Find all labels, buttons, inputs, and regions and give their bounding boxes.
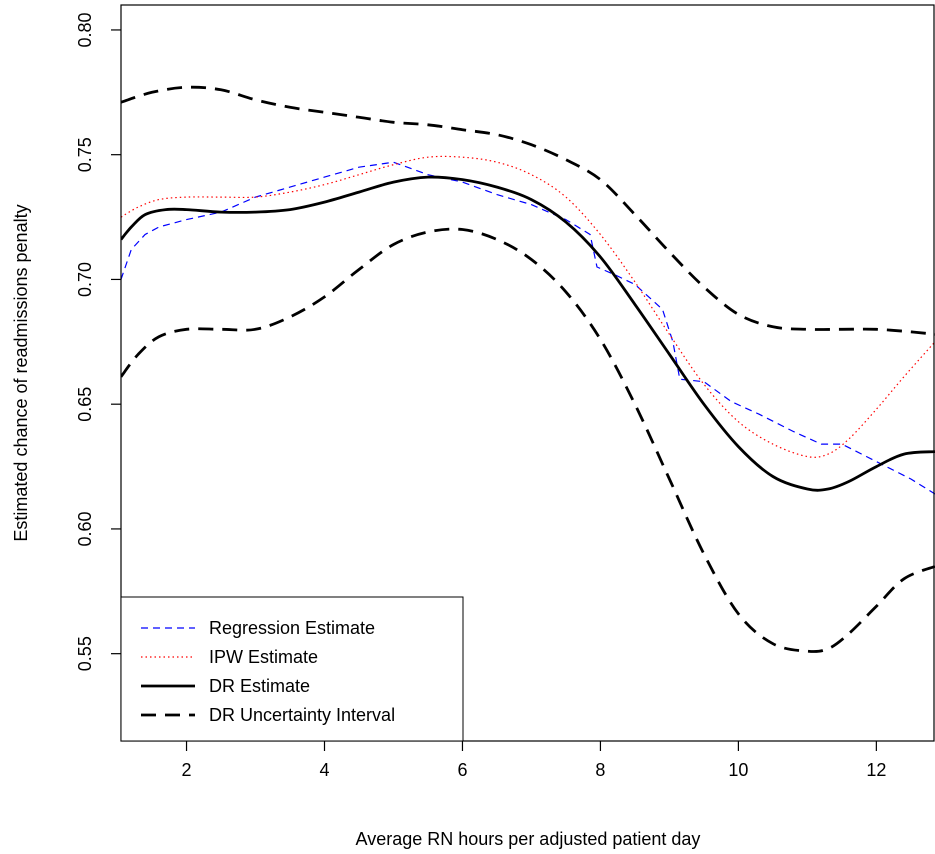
series-line-3 (121, 85, 935, 336)
legend-label: IPW Estimate (209, 647, 318, 667)
plot-lines (121, 85, 935, 653)
plot-frame (120, 4, 935, 742)
y-tick-label: 0.55 (75, 636, 95, 671)
y-tick-label: 0.60 (75, 511, 95, 546)
y-axis: 0.55 0.60 0.65 0.70 0.75 0.80 (75, 12, 121, 671)
x-tick-label: 4 (319, 760, 329, 780)
x-axis: 2 4 6 8 10 12 (182, 741, 886, 780)
y-tick-label: 0.75 (75, 137, 95, 172)
series-line-0 (121, 161, 935, 495)
x-tick-label: 8 (595, 760, 605, 780)
y-tick-label: 0.80 (75, 12, 95, 47)
x-tick-label: 6 (457, 760, 467, 780)
series-line-2 (121, 175, 935, 492)
x-tick-label: 2 (182, 760, 192, 780)
x-axis-label: Average RN hours per adjusted patient da… (356, 829, 701, 849)
y-axis-label: Estimated chance of readmissions penalty (11, 204, 31, 541)
legend-box (120, 596, 464, 742)
series-line-4 (121, 227, 935, 653)
y-tick-label: 0.70 (75, 262, 95, 297)
x-tick-label: 10 (728, 760, 748, 780)
legend-label: Regression Estimate (209, 618, 375, 638)
legend: Regression Estimate IPW Estimate DR Estima… (120, 596, 464, 742)
legend-label: DR Uncertainty Interval (209, 705, 395, 725)
series-line-1 (121, 155, 935, 458)
x-tick-label: 12 (866, 760, 886, 780)
y-tick-label: 0.65 (75, 387, 95, 422)
legend-label: DR Estimate (209, 676, 310, 696)
